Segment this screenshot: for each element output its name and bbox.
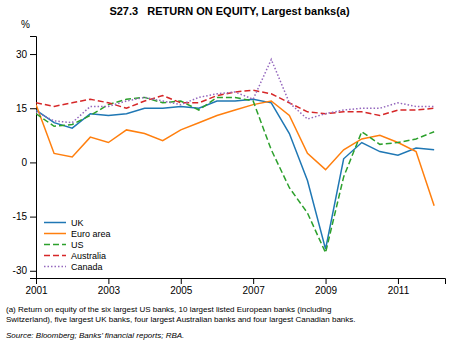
legend-item: Canada	[44, 262, 103, 272]
x-axis-line	[37, 279, 446, 285]
y-tick: -15	[13, 211, 36, 222]
tick-label: -30	[13, 265, 28, 276]
legend-swatch	[44, 266, 66, 268]
tick-label: 2001	[25, 285, 48, 296]
x-axis: 2001 2003 2005 2007 2009 2011	[25, 278, 445, 296]
tick-label: 15	[16, 103, 28, 114]
legend-label: UK	[71, 218, 84, 228]
legend-swatch	[44, 255, 66, 257]
tick-mark	[326, 278, 327, 284]
title: S27.3 RETURN ON EQUITY, Largest banks(a)	[109, 5, 350, 17]
legend-label: Canada	[71, 262, 103, 272]
x-tick: 2003	[98, 278, 121, 296]
tick-mark	[253, 278, 254, 284]
tick-mark	[30, 217, 36, 218]
legend: UKEuro areaUSAustraliaCanada	[44, 218, 111, 272]
chart: S27.3 RETURN ON EQUITY, Largest banks(a)…	[0, 0, 459, 342]
tick-label: 2009	[315, 285, 338, 296]
x-tick: 2005	[170, 278, 193, 296]
tick-mark	[108, 278, 109, 284]
tick-mark	[30, 54, 36, 55]
plot: 2001 2003 2005 2007 2009 2011 -30 -15 0 15 30% UKEu…	[13, 19, 446, 296]
y-axis: -30 -15 0 15 30	[13, 37, 37, 279]
y-axis-line	[30, 37, 37, 279]
y-tick: 0	[21, 157, 36, 168]
legend-label: Euro area	[71, 229, 111, 239]
series-line	[36, 90, 434, 115]
tick-mark	[30, 108, 36, 109]
tick-mark	[30, 271, 36, 272]
footnote: (a) Return on equity of the six largest …	[6, 305, 332, 314]
tick-label: 2005	[170, 285, 193, 296]
tick-label: 2003	[98, 285, 121, 296]
y-tick: -30	[13, 265, 36, 276]
legend-label: US	[71, 240, 84, 250]
series-line	[36, 101, 434, 206]
series-line	[36, 59, 434, 122]
legend-swatch	[44, 222, 66, 224]
series-line	[36, 99, 434, 249]
y-tick: 15	[16, 103, 36, 114]
tick-mark	[398, 278, 399, 284]
legend-item: Australia	[44, 251, 106, 261]
footnote: Switzerland), five largest UK banks, fou…	[6, 315, 356, 324]
y-axis-label: %	[21, 19, 30, 30]
x-tick: 2009	[315, 278, 338, 296]
tick-label: 30	[16, 49, 28, 60]
tick-label: 0	[21, 157, 27, 168]
legend-label: Australia	[71, 251, 106, 261]
tick-mark	[30, 162, 36, 163]
source: Source: Bloomberg; Banks’ financial repo…	[6, 331, 184, 340]
tick-mark	[181, 278, 182, 284]
series-line	[36, 97, 434, 252]
x-tick: 2001	[25, 278, 48, 296]
legend-swatch	[44, 233, 66, 235]
x-tick: 2011	[388, 278, 410, 296]
legend-swatch	[44, 244, 66, 246]
lines	[36, 59, 434, 252]
legend-item: US	[44, 240, 84, 250]
legend-item: UK	[44, 218, 84, 228]
legend-item: Euro area	[44, 229, 111, 239]
tick-label: -15	[13, 211, 28, 222]
y-tick: 30	[16, 49, 36, 60]
tick-label: 2007	[243, 285, 266, 296]
tick-label: 2011	[388, 285, 410, 296]
x-tick: 2007	[243, 278, 266, 296]
